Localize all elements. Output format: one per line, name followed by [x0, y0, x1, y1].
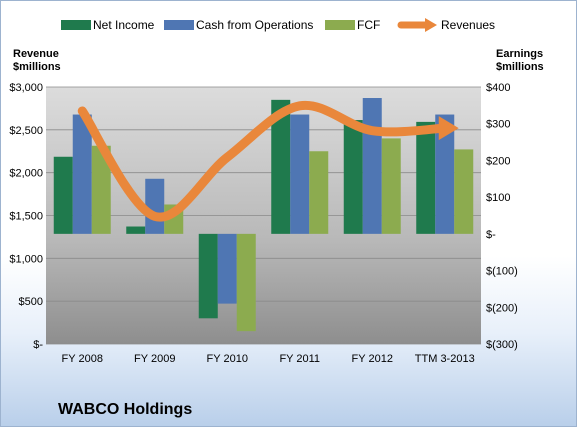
bar-fcf [236, 233, 256, 332]
bar-fcf [309, 151, 329, 234]
revenues-line [77, 100, 450, 222]
left-tick-label: $1,500 [9, 211, 43, 223]
category-label: FY 2011 [279, 353, 320, 365]
revenues-line-arrowhead [438, 116, 459, 141]
bar-cash-from-operations [145, 178, 165, 234]
legend-label: Net Income [93, 18, 155, 32]
legend-swatch [325, 20, 355, 30]
legend-swatch [61, 20, 91, 30]
bar-cash-from-operations [217, 233, 237, 304]
left-tick-label: $500 [19, 296, 43, 308]
legend-swatch-arrowhead [425, 18, 437, 32]
left-axis-title: Revenue [13, 48, 59, 60]
left-axis-title-units: $millions [13, 61, 61, 73]
category-label: FY 2009 [134, 353, 175, 365]
left-tick-label: $3,000 [9, 82, 43, 94]
right-tick-label: $400 [486, 82, 510, 94]
bar-net-income [126, 226, 146, 234]
right-tick-label: $(200) [486, 302, 518, 314]
bar-cash-from-operations [435, 114, 455, 234]
right-axis-title: Earnings [496, 48, 543, 60]
category-label: FY 2012 [352, 353, 393, 365]
left-tick-label: $- [33, 339, 43, 351]
bar-fcf [454, 149, 474, 234]
bar-fcf [381, 138, 401, 234]
bar-cash-from-operations [72, 114, 92, 234]
legend-label: Revenues [441, 18, 495, 32]
bar-net-income [198, 233, 218, 319]
legend-label: Cash from Operations [196, 18, 313, 32]
right-tick-label: $- [486, 229, 496, 241]
left-tick-label: $1,000 [9, 253, 43, 265]
category-label: FY 2010 [207, 353, 248, 365]
bar-cash-from-operations [362, 98, 382, 234]
bar-net-income [416, 121, 436, 234]
bar-fcf [91, 145, 111, 234]
category-label: FY 2008 [62, 353, 103, 365]
left-tick-label: $2,500 [9, 125, 43, 137]
right-tick-label: $200 [486, 155, 510, 167]
bar-net-income [271, 99, 291, 234]
category-label: TTM 3-2013 [415, 353, 475, 365]
legend-swatch [164, 20, 194, 30]
right-tick-label: $(300) [486, 339, 518, 351]
legend-label: FCF [357, 18, 380, 32]
company-name: WABCO Holdings [58, 401, 192, 418]
left-tick-label: $2,000 [9, 168, 43, 180]
bar-cash-from-operations [290, 114, 310, 234]
bar-net-income [53, 156, 73, 234]
bar-net-income [343, 120, 363, 234]
right-axis-title-units: $millions [496, 61, 544, 73]
right-tick-label: $300 [486, 119, 510, 131]
right-tick-label: $(100) [486, 266, 518, 278]
right-tick-label: $100 [486, 192, 510, 204]
